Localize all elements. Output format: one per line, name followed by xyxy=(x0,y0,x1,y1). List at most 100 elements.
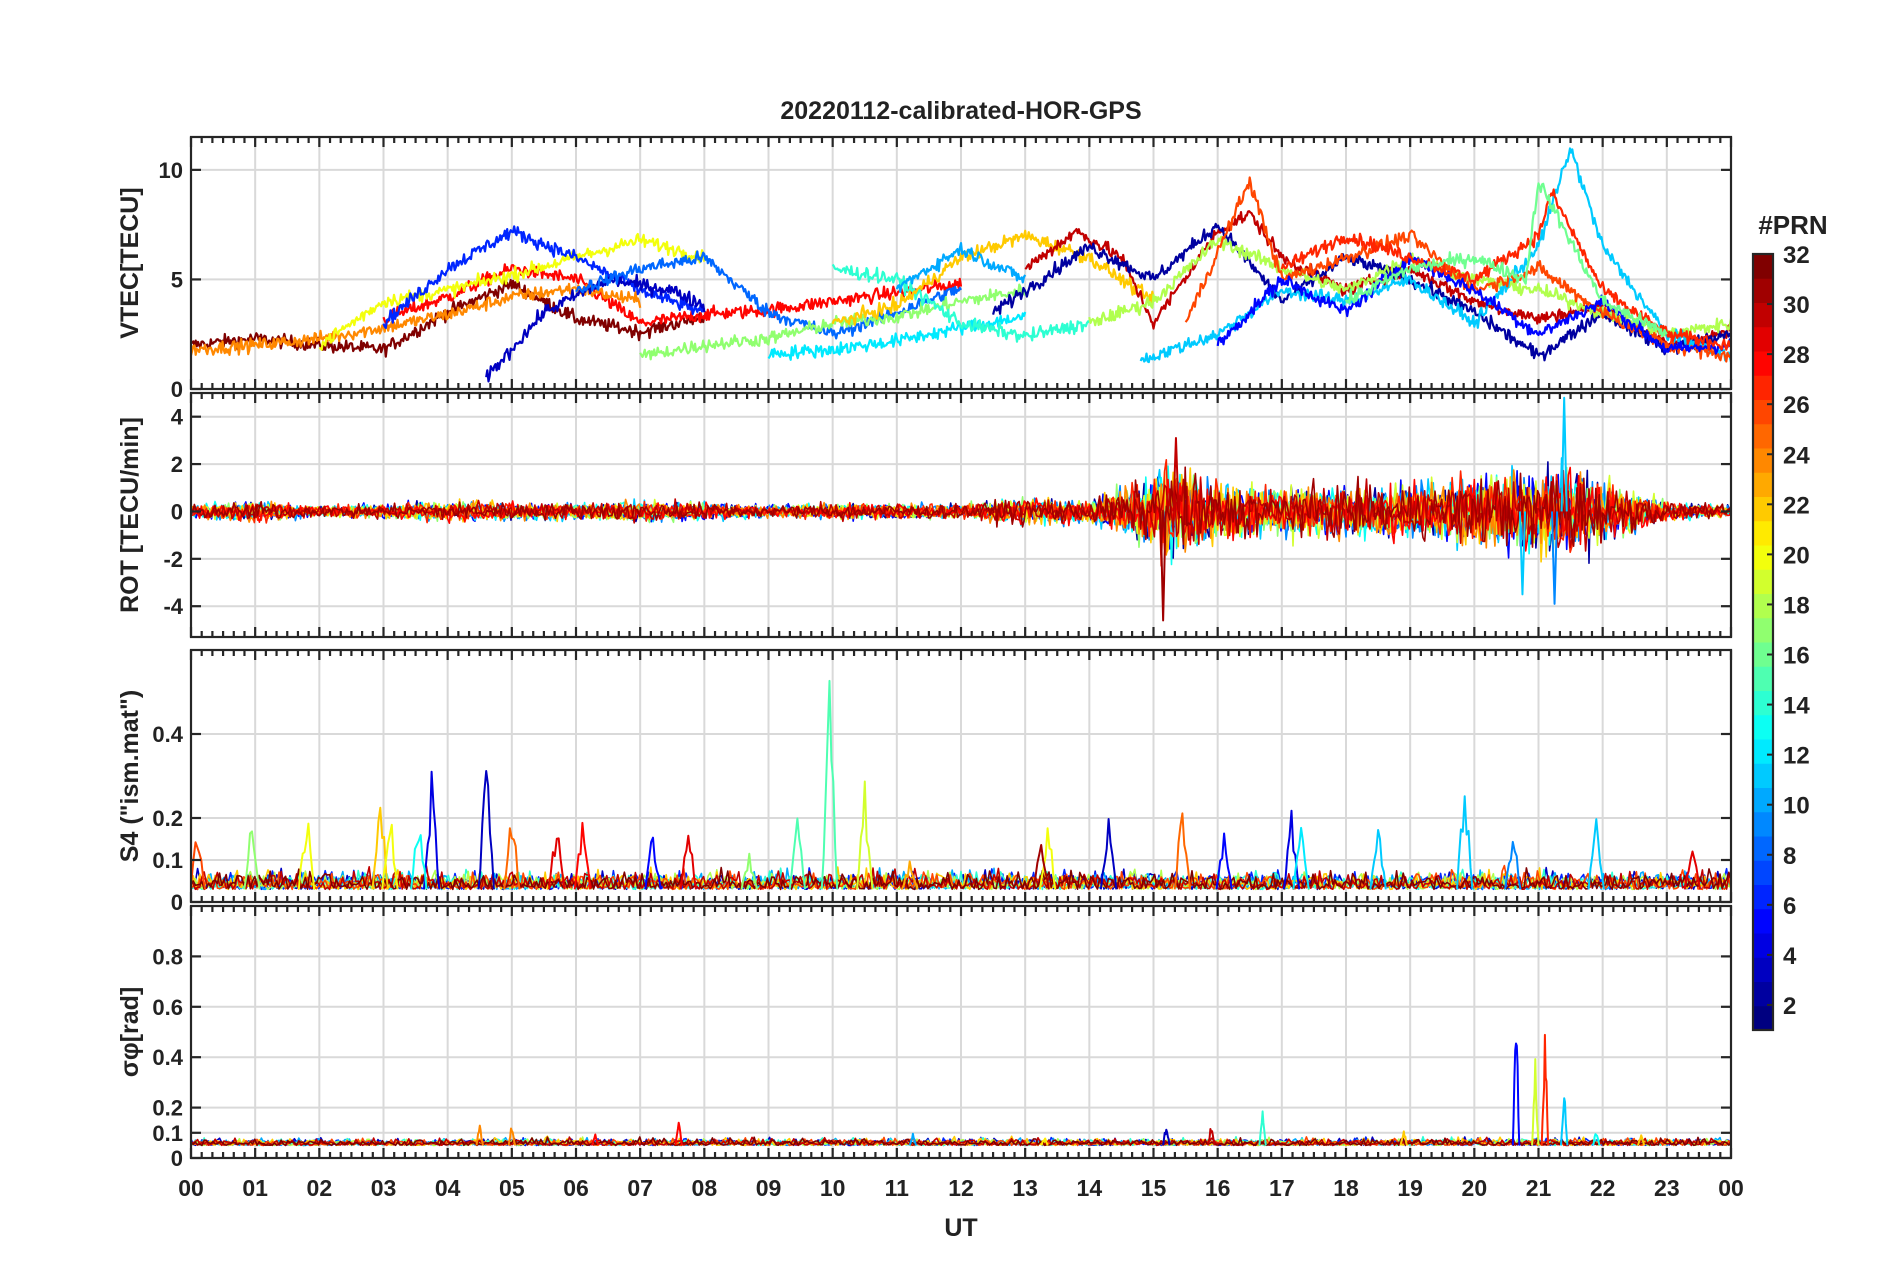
s4-peak xyxy=(477,770,495,890)
y-axis-label: S4 ("ism.mat") xyxy=(116,690,144,862)
axes xyxy=(189,135,1733,391)
vtec-series-prn-3 xyxy=(485,273,706,383)
colorbar-tick-label: 2 xyxy=(1783,993,1796,1020)
y-tick-label: 0.6 xyxy=(152,995,183,1020)
s4-peak xyxy=(243,830,261,890)
vtec-series-prn-14 xyxy=(831,263,1091,343)
s4-peak xyxy=(1292,826,1310,890)
s4-peak xyxy=(191,841,207,890)
x-tick-label: 02 xyxy=(307,1175,333,1201)
s4-peak xyxy=(740,852,758,890)
sigma-peak xyxy=(1540,1033,1550,1146)
rot-peak xyxy=(1518,511,1527,596)
vtec-series-prn-20 xyxy=(318,232,706,351)
colorbar-tick-label: 30 xyxy=(1783,292,1810,319)
sigma-peak xyxy=(1258,1110,1267,1146)
colorbar-cell xyxy=(1753,714,1773,740)
vtec-series-prn-24 xyxy=(191,282,642,356)
s4-peak xyxy=(1099,818,1118,890)
colorbar-cell xyxy=(1753,642,1773,667)
colorbar-cell xyxy=(1753,593,1773,619)
colorbar-cell xyxy=(1753,933,1773,958)
colorbar-cell xyxy=(1753,351,1773,376)
x-tick-label: 12 xyxy=(948,1175,974,1201)
s4-peak xyxy=(1038,827,1057,890)
x-axis: 00 01 02 03 04 05 06 07 08 09 10 11 12 13 14 15 16 17 18 19… xyxy=(178,1175,1744,1201)
colorbar-cell xyxy=(1753,326,1773,352)
colorbar-cell xyxy=(1753,836,1773,861)
y-axis-label: ROT [TECU/min] xyxy=(116,417,144,613)
y-tick-label: 10 xyxy=(159,158,183,183)
s4-peak xyxy=(503,827,521,890)
sigma-peak xyxy=(674,1121,683,1146)
colorbar-cell xyxy=(1753,981,1773,1007)
colorbar-cell xyxy=(1753,787,1773,813)
y-tick-label: 0.2 xyxy=(152,806,183,831)
colorbar-tick-label: 14 xyxy=(1783,693,1810,720)
colorbar-cell xyxy=(1753,957,1773,982)
colorbar-cell xyxy=(1753,472,1773,497)
colorbar-cell xyxy=(1753,399,1773,425)
rot-peak xyxy=(1550,511,1559,605)
s4-peak xyxy=(856,780,874,890)
grid xyxy=(191,906,1731,1158)
y-tick-label: 0 xyxy=(171,499,183,524)
colorbar-tick-label: 8 xyxy=(1783,843,1796,870)
x-tick-label: 00 xyxy=(1718,1175,1744,1201)
colorbar-cell xyxy=(1753,520,1773,546)
x-tick-label: 11 xyxy=(885,1175,910,1201)
colorbar-cell xyxy=(1753,617,1773,643)
rot-series-prn-30 xyxy=(191,469,1731,552)
s4-peak xyxy=(1456,795,1474,890)
s4-peak xyxy=(820,679,839,890)
x-tick-label: 13 xyxy=(1012,1175,1038,1201)
sigma-peak xyxy=(908,1132,918,1146)
y-tick-label: 0.1 xyxy=(152,848,183,873)
series-group xyxy=(191,1033,1731,1147)
s4-series-prn-32 xyxy=(191,866,1731,891)
x-tick-label: 20 xyxy=(1462,1175,1488,1201)
x-tick-label: 18 xyxy=(1333,1175,1359,1201)
axes xyxy=(189,648,1733,904)
colorbar-cell xyxy=(1753,448,1773,473)
x-tick-label: 04 xyxy=(435,1175,461,1201)
s4-peak xyxy=(548,837,566,890)
sigma-peak xyxy=(1399,1130,1408,1146)
y-tick-label: 0.4 xyxy=(152,722,183,747)
axes xyxy=(189,904,1733,1160)
y-tick-label: 0.4 xyxy=(152,1045,183,1070)
y-tick-label: 2 xyxy=(171,452,183,477)
s4-peak xyxy=(1683,850,1702,890)
sigma-peak xyxy=(1207,1128,1216,1146)
s4-peak xyxy=(1504,840,1522,890)
sigma-peak xyxy=(475,1124,484,1146)
sigma-peak xyxy=(1592,1133,1601,1146)
rot-panel: -4 -2 0 2 4 ROT [TECU/min] xyxy=(116,391,1733,639)
x-tick-label: 01 xyxy=(242,1175,268,1201)
sigma-series-prn-32 xyxy=(191,1136,1731,1147)
colorbar-tick-label: 22 xyxy=(1783,492,1810,519)
colorbar-cell xyxy=(1753,423,1773,449)
x-tick-label: 19 xyxy=(1397,1175,1423,1201)
rot-series-prn-31 xyxy=(191,466,1731,556)
sigma-peak xyxy=(1511,1042,1521,1146)
rot-peak xyxy=(1172,437,1180,512)
s4-peak xyxy=(410,834,428,890)
y-tick-label: -2 xyxy=(163,547,183,572)
colorbar-cell xyxy=(1753,545,1773,570)
s4-peak xyxy=(644,836,662,890)
s4-peak xyxy=(573,821,592,890)
vtec-series-prn-22 xyxy=(831,229,1155,326)
s4-peak xyxy=(1173,812,1192,890)
vtec-series-prn-16 xyxy=(1344,182,1668,338)
x-tick-label: 22 xyxy=(1590,1175,1616,1201)
x-tick-label: 15 xyxy=(1141,1175,1167,1201)
series-group xyxy=(191,396,1731,622)
colorbar-cell xyxy=(1753,496,1773,522)
s4-peak xyxy=(679,834,697,890)
s4-peak xyxy=(297,822,316,890)
sigma-peak xyxy=(1040,1137,1049,1146)
x-axis-label: UT xyxy=(944,1214,977,1242)
sigma-peak xyxy=(1636,1134,1646,1146)
